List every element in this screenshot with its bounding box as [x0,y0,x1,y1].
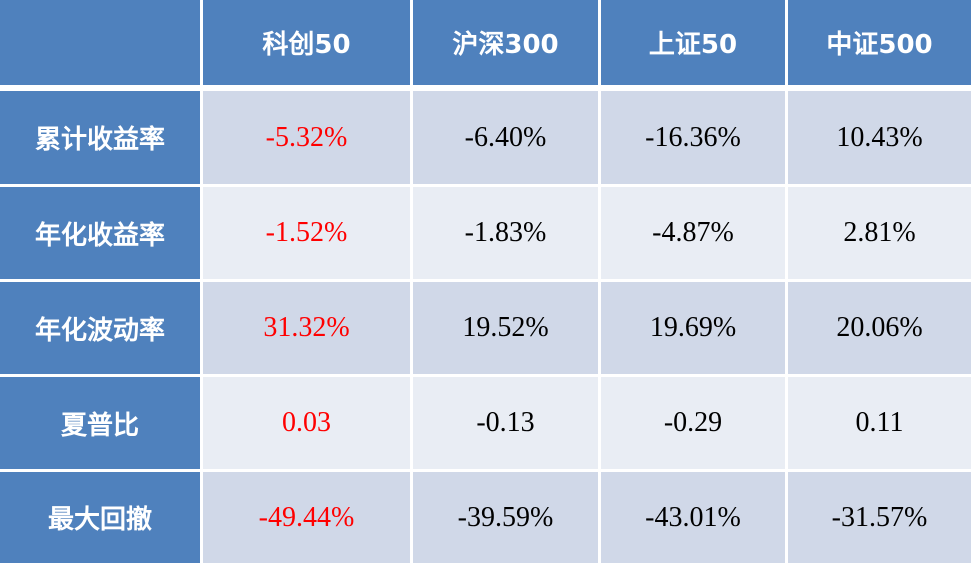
value-cell: -39.59% [413,472,601,566]
value-cell: 10.43% [788,91,974,187]
value-cell: -49.44% [203,472,413,566]
value-cell: -0.13 [413,377,601,472]
column-header: 科创50 [203,0,413,91]
row-header: 年化波动率 [0,282,203,377]
value-cell: -16.36% [601,91,788,187]
row-header: 最大回撤 [0,472,203,566]
column-header: 沪深300 [413,0,601,91]
value-cell: 20.06% [788,282,974,377]
value-cell: -4.87% [601,187,788,282]
value-cell: -1.52% [203,187,413,282]
value-cell: 0.11 [788,377,974,472]
row-header: 累计收益率 [0,91,203,187]
row-header: 年化收益率 [0,187,203,282]
column-header: 中证500 [788,0,974,91]
value-cell: -6.40% [413,91,601,187]
value-cell: 31.32% [203,282,413,377]
column-header: 上证50 [601,0,788,91]
value-cell: 19.52% [413,282,601,377]
value-cell: -31.57% [788,472,974,566]
value-cell: -43.01% [601,472,788,566]
corner-cell [0,0,203,91]
value-cell: -5.32% [203,91,413,187]
value-cell: 19.69% [601,282,788,377]
row-header: 夏普比 [0,377,203,472]
value-cell: 2.81% [788,187,974,282]
value-cell: -1.83% [413,187,601,282]
value-cell: -0.29 [601,377,788,472]
value-cell: 0.03 [203,377,413,472]
